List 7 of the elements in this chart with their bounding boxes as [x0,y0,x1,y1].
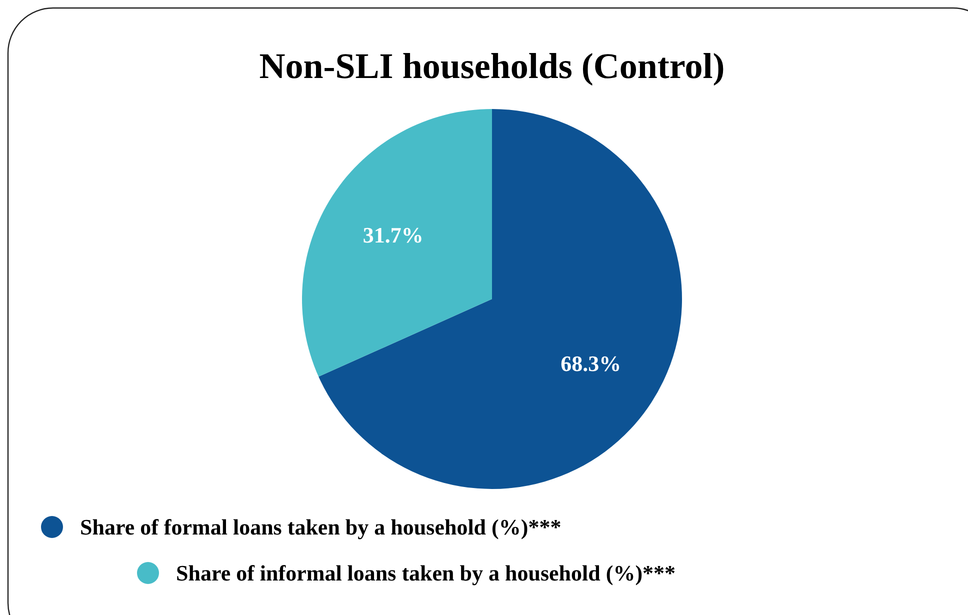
pie-slice [302,109,492,377]
pie-slice [318,109,682,489]
chart-title: Non-SLI households (Control) [259,46,725,86]
legend-label: Share of formal loans taken by a household (%)*** [80,514,562,540]
data-label: 31.7% [362,222,424,248]
legend-label: Share of informal loans taken by a household (%)*** [176,560,676,586]
data-label: 68.3% [560,350,622,376]
